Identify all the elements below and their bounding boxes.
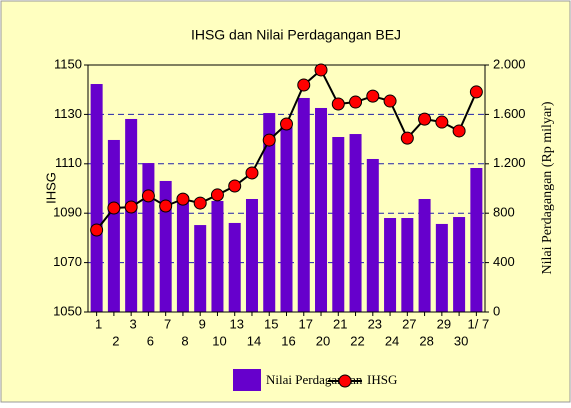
chart-title: IHSG dan Nilai Perdagangan BEJ — [191, 27, 401, 43]
line-marker — [141, 189, 155, 203]
line-marker — [331, 97, 345, 111]
bar — [435, 223, 448, 312]
bar — [142, 163, 155, 312]
bar — [211, 200, 224, 312]
y2-tick-label: 0 — [493, 303, 500, 318]
x-tick-label: 14 — [247, 333, 261, 348]
line-marker — [262, 133, 276, 147]
bar — [125, 118, 138, 312]
bar — [245, 198, 258, 312]
y-tick-label: 1110 — [55, 155, 82, 170]
bar — [332, 137, 345, 312]
line-marker — [245, 166, 259, 180]
y2-tick-label: 800 — [493, 205, 515, 220]
x-tick-label: 21 — [333, 316, 347, 331]
bar — [418, 198, 431, 312]
x-tick-label: 1/ 7 — [468, 316, 490, 331]
x-tick-label: 29 — [437, 316, 451, 331]
bar — [228, 222, 241, 312]
bar — [453, 217, 466, 312]
line-marker — [124, 200, 138, 214]
x-tick-label: 8 — [181, 333, 188, 348]
legend-marker — [338, 374, 352, 388]
legend-label: IHSG — [367, 372, 397, 387]
y2-axis-label: Nilai Perdagangan (Rp milyar) — [540, 101, 555, 274]
x-tick-label: 2 — [112, 333, 119, 348]
x-tick-label: 16 — [281, 333, 295, 348]
line-marker — [314, 63, 328, 77]
line-marker — [366, 89, 380, 103]
line-marker — [210, 188, 224, 202]
bar — [297, 97, 310, 312]
y2-tick-label: 1.200 — [493, 155, 526, 170]
line-marker — [383, 94, 397, 108]
y-tick-label: 1050 — [53, 303, 82, 318]
y-tick-label: 1150 — [54, 56, 82, 71]
bar — [470, 167, 483, 312]
bar — [280, 126, 293, 312]
line-marker — [452, 124, 466, 138]
bar — [90, 84, 103, 312]
x-tick-label: 10 — [212, 333, 226, 348]
line-marker — [228, 179, 242, 193]
bar — [384, 218, 397, 312]
x-tick-label: 24 — [385, 333, 399, 348]
x-tick-label: 13 — [229, 316, 243, 331]
x-tick-label: 15 — [264, 316, 278, 331]
x-tick-label: 7 — [164, 316, 171, 331]
line-marker — [193, 196, 207, 210]
y2-tick-label: 2.000 — [493, 56, 526, 71]
bar — [366, 158, 379, 312]
legend-swatch — [233, 369, 261, 391]
y2-tick-label: 400 — [493, 254, 515, 269]
bar — [315, 107, 328, 312]
y-tick-label: 1090 — [53, 205, 82, 220]
x-tick-label: 1 — [95, 316, 102, 331]
bar — [176, 196, 189, 312]
x-tick-label: 3 — [130, 316, 137, 331]
bar — [107, 139, 120, 312]
bar — [194, 225, 207, 312]
bar — [263, 113, 276, 312]
line-marker — [400, 131, 414, 145]
line-marker — [418, 112, 432, 126]
x-tick-label: 9 — [199, 316, 206, 331]
y-tick-label: 1070 — [53, 254, 82, 269]
x-tick-label: 17 — [299, 316, 313, 331]
x-tick-label: 22 — [350, 333, 364, 348]
line-marker — [297, 78, 311, 92]
bar — [349, 134, 362, 312]
line-marker — [435, 115, 449, 129]
line-marker — [176, 192, 190, 206]
legend-label: Nilai Perdagangan — [266, 372, 363, 387]
x-tick-label: 28 — [419, 333, 433, 348]
x-tick-label: 23 — [368, 316, 382, 331]
line-marker — [159, 199, 173, 213]
y-axis-label: IHSG — [43, 172, 58, 204]
x-tick-label: 27 — [402, 316, 416, 331]
bar — [159, 180, 172, 312]
x-tick-label: 6 — [147, 333, 154, 348]
line-marker — [107, 201, 121, 215]
bar — [401, 218, 414, 312]
x-tick-label: 20 — [316, 333, 330, 348]
line-marker — [349, 95, 363, 109]
line-marker — [469, 85, 483, 99]
y2-tick-label: 1.600 — [493, 106, 526, 121]
x-tick-label: 30 — [454, 333, 468, 348]
line-marker — [280, 117, 293, 131]
y-tick-label: 1130 — [54, 106, 82, 121]
line-marker — [90, 223, 104, 237]
